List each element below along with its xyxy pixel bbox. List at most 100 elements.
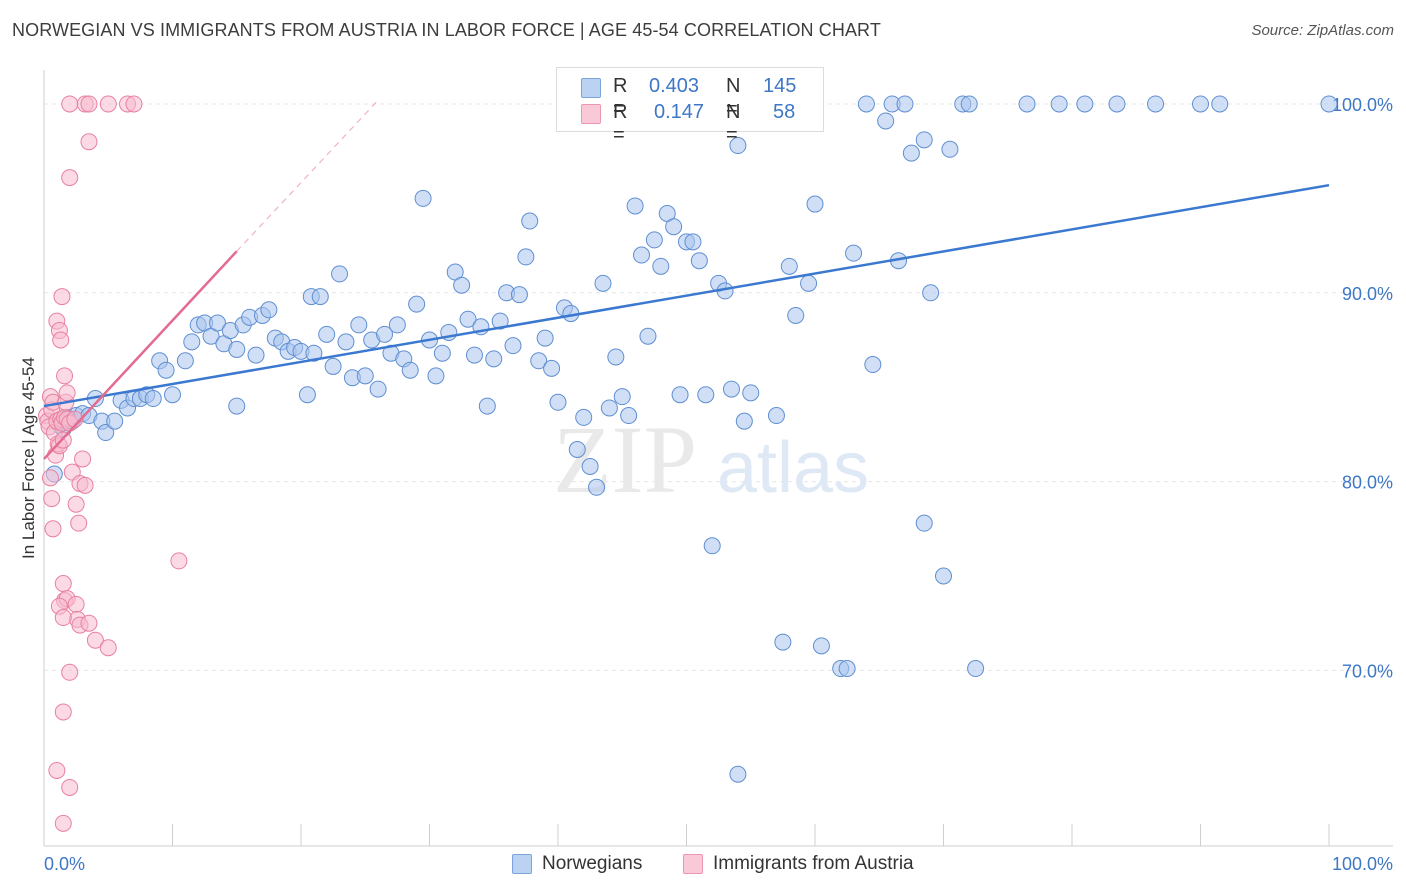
bottom-legend-swatch-pink	[683, 854, 703, 874]
norwegians-point	[260, 301, 278, 319]
legend-n-label: N =	[726, 75, 741, 120]
norwegians-point	[305, 344, 323, 362]
austria-point	[99, 95, 117, 113]
austria-trend-line	[43, 250, 238, 460]
austria-point	[56, 367, 74, 385]
austria-point	[61, 663, 79, 681]
norwegians-point	[549, 393, 567, 411]
bottom-legend-label: Immigrants from Austria	[713, 853, 914, 874]
norwegians-point	[311, 288, 329, 306]
austria-point	[61, 95, 79, 113]
norwegians-point	[1147, 95, 1165, 113]
norwegians-point	[459, 310, 477, 328]
norwegians-point	[433, 344, 451, 362]
norwegians-point	[915, 131, 933, 149]
norwegians-point	[735, 412, 753, 430]
watermark-zip: ZIP	[553, 406, 697, 513]
legend-n-value: 58	[773, 101, 796, 123]
norwegians-point	[665, 218, 683, 236]
austria-point	[99, 639, 117, 657]
norwegians-point	[157, 361, 175, 379]
norwegians-point	[575, 408, 593, 426]
bottom-legend-label: Norwegians	[542, 853, 643, 874]
norwegians-point	[742, 384, 760, 402]
austria-point	[86, 631, 104, 649]
norwegians-point	[626, 197, 644, 215]
norwegians-point	[780, 257, 798, 275]
norwegians-point	[806, 195, 824, 213]
norwegians-point	[543, 359, 561, 377]
norwegians-point	[401, 361, 419, 379]
austria-point	[58, 384, 76, 402]
austria-point	[61, 169, 79, 187]
austria-point	[61, 778, 79, 796]
norwegians-point	[1050, 95, 1068, 113]
norwegians-point	[588, 478, 606, 496]
legend-n-value: 145	[763, 75, 797, 97]
norwegians-point	[228, 340, 246, 358]
y-tick-label: 80.0%	[1342, 473, 1393, 493]
norwegians-point	[896, 95, 914, 113]
y-axis-label: In Labor Force | Age 45-54	[19, 357, 38, 559]
norwegians-point	[453, 276, 471, 294]
austria-point	[54, 609, 72, 627]
austria-point	[48, 761, 66, 779]
norwegians-point	[318, 325, 336, 343]
norwegians-point	[1192, 95, 1209, 113]
norwegians-point	[902, 144, 920, 162]
norwegians-point	[1320, 95, 1338, 113]
norwegians-point	[915, 514, 933, 532]
norwegians-point	[228, 397, 246, 415]
legend-r-label: R =	[613, 101, 628, 146]
legend-swatch-pink	[581, 104, 601, 124]
norwegians-point	[106, 412, 124, 430]
chart-title: NORWEGIAN VS IMMIGRANTS FROM AUSTRIA IN …	[12, 20, 881, 40]
austria-point	[52, 331, 70, 349]
norwegians-point	[729, 137, 747, 155]
legend-n-label: N =	[726, 101, 741, 146]
austria-point	[80, 133, 98, 151]
norwegians-point	[350, 316, 368, 334]
norwegians-point	[684, 233, 702, 251]
norwegians-point	[857, 95, 875, 113]
legend-box: R = 0.403 N = 145 R = 0.147 N = 58	[556, 67, 824, 146]
norwegians-point	[331, 265, 349, 283]
austria-point	[125, 95, 143, 113]
norwegians-trend-line	[43, 183, 1330, 408]
y-tick-label: 90.0%	[1342, 284, 1393, 304]
norwegians-point	[183, 333, 201, 351]
x-tick-label-max: 100.0%	[1332, 854, 1393, 874]
norwegians-point	[845, 244, 863, 262]
norwegians-point	[620, 407, 638, 425]
austria-point	[54, 703, 72, 721]
legend-r-label: R =	[613, 75, 628, 120]
norwegians-point	[97, 424, 115, 442]
norwegians-point	[408, 295, 426, 313]
norwegians-point	[1018, 95, 1036, 113]
norwegians-point	[491, 312, 509, 330]
norwegians-point	[774, 633, 792, 651]
legend-r-value: 0.403	[649, 75, 700, 97]
watermark-atlas: atlas	[717, 428, 869, 508]
norwegians-point	[722, 380, 740, 398]
austria-point	[44, 520, 62, 538]
norwegians-point	[935, 567, 952, 585]
norwegians-point	[697, 386, 715, 404]
norwegians-point	[369, 380, 387, 398]
austria-point	[41, 469, 59, 487]
norwegians-point	[607, 348, 625, 366]
norwegians-point	[324, 357, 342, 375]
y-tick-label: 70.0%	[1342, 661, 1393, 681]
norwegians-point	[208, 314, 226, 332]
norwegians-point	[613, 388, 631, 406]
austria-point	[67, 595, 85, 613]
norwegians-point	[600, 399, 618, 417]
norwegians-point	[1211, 95, 1229, 113]
norwegians-point	[517, 248, 535, 266]
norwegians-point	[176, 352, 194, 370]
legend-r-value: 0.147	[654, 101, 705, 123]
norwegians-point	[922, 284, 940, 302]
norwegians-point	[298, 386, 316, 404]
austria-trend-extension	[236, 99, 379, 252]
norwegians-point	[671, 386, 689, 404]
